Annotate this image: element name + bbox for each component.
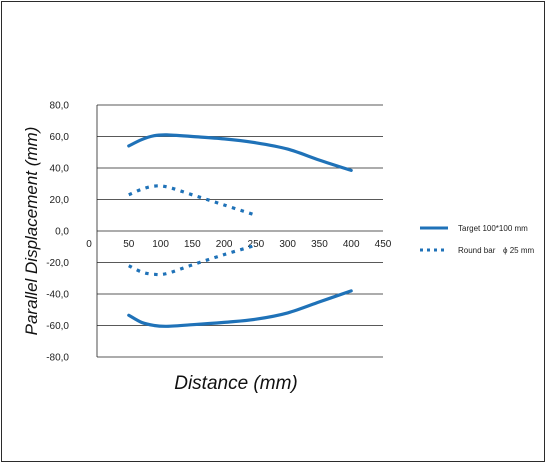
x-axis-title: Distance (mm) xyxy=(174,373,298,394)
series-line-3-round-bar xyxy=(128,184,257,217)
grid-lines xyxy=(96,104,383,358)
legend-label-1: Target 100*100 mm xyxy=(458,224,528,233)
x-tick-label: 50 xyxy=(123,239,135,250)
y-tick-label: -20,0 xyxy=(46,258,69,269)
x-tick-label: 450 xyxy=(375,239,392,250)
x-tick-label: 100 xyxy=(152,239,169,250)
x-tick-label: 150 xyxy=(184,239,201,250)
x-tick-label: 400 xyxy=(343,239,360,250)
y-tick-label: -40,0 xyxy=(46,290,69,301)
x-tick-label: 350 xyxy=(311,239,328,250)
x-axis-tick-labels: 0 50 100 150 200 250 300 350 400 450 xyxy=(86,239,392,250)
y-tick-label: 80,0 xyxy=(50,101,70,112)
y-axis-tick-labels: 80,0 60,0 40,0 20,0 0,0 -20,0 -40,0 -60,0 -80,0 xyxy=(46,101,69,364)
y-tick-label: 0,0 xyxy=(55,227,69,238)
y-tick-label: -60,0 xyxy=(46,321,69,332)
y-tick-label: 20,0 xyxy=(50,195,70,206)
series-line-2-target xyxy=(127,289,353,328)
y-axis-title: Parallel Displacement (mm) xyxy=(22,127,41,336)
series-line-1-target xyxy=(127,133,353,172)
legend-label-suffix: ϕ 25 mm xyxy=(503,246,534,255)
x-tick-label: 200 xyxy=(216,239,233,250)
y-tick-label: -80,0 xyxy=(46,353,69,364)
legend-label-2: Round bar xyxy=(458,246,496,255)
series-line-4-round-bar xyxy=(128,243,257,277)
x-tick-label: 300 xyxy=(279,239,296,250)
series-lines xyxy=(127,133,353,328)
legend: Target 100*100 mm Round bar ϕ 25 mm xyxy=(420,224,534,255)
y-tick-label: 60,0 xyxy=(50,132,70,143)
y-tick-label: 40,0 xyxy=(50,164,70,175)
x-tick-label: 250 xyxy=(248,239,265,250)
x-tick-label: 0 xyxy=(86,239,92,250)
